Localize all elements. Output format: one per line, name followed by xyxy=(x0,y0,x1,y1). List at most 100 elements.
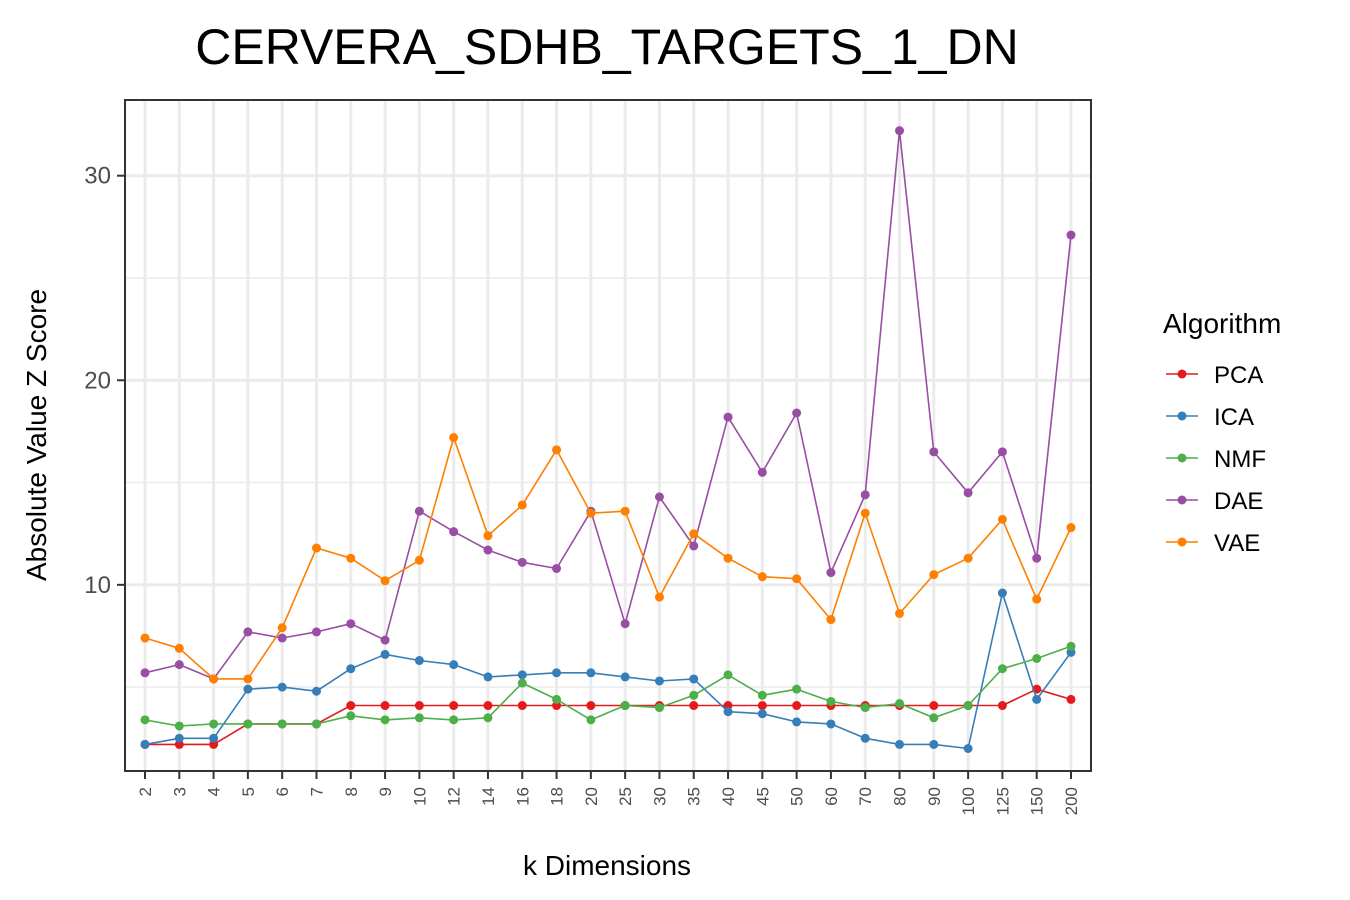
data-point-vae xyxy=(174,643,184,653)
plot-panel xyxy=(124,99,1092,772)
x-tick-label: 12 xyxy=(445,787,464,806)
data-point-ica xyxy=(380,649,390,659)
data-point-ica xyxy=(586,668,596,678)
data-point-ica xyxy=(723,707,733,717)
x-tick-label: 40 xyxy=(719,787,738,806)
data-point-ica xyxy=(860,733,870,743)
x-tick-label: 3 xyxy=(170,787,189,796)
data-point-pca xyxy=(792,701,802,711)
data-point-pca xyxy=(483,701,493,711)
legend-item-vae: VAE xyxy=(1166,530,1260,557)
data-point-dae xyxy=(517,557,527,567)
data-point-dae xyxy=(140,668,150,678)
data-point-vae xyxy=(552,445,562,455)
data-point-vae xyxy=(620,506,630,516)
data-point-vae xyxy=(140,633,150,643)
data-point-vae xyxy=(1066,523,1076,533)
data-point-dae xyxy=(1066,230,1076,240)
legend: Algorithm PCA ICA NMF DAE VAE xyxy=(1163,308,1281,557)
data-point-vae xyxy=(380,576,390,586)
x-tick-label: 20 xyxy=(582,787,601,806)
x-tick-label: 14 xyxy=(479,787,498,806)
data-point-dae xyxy=(346,619,356,629)
data-point-dae xyxy=(895,126,905,136)
legend-item-ica: ICA xyxy=(1166,404,1254,431)
data-point-vae xyxy=(483,531,493,541)
data-point-nmf xyxy=(311,719,321,729)
data-point-ica xyxy=(552,668,562,678)
data-point-dae xyxy=(243,627,253,637)
series-line-dae xyxy=(144,129,1072,680)
data-point-ica xyxy=(414,656,424,666)
data-point-ica xyxy=(963,743,973,753)
x-tick-label: 7 xyxy=(307,787,326,796)
data-point-vae xyxy=(860,508,870,518)
data-point-nmf xyxy=(826,696,836,706)
data-point-vae xyxy=(826,615,836,625)
x-tick-label: 60 xyxy=(822,787,841,806)
data-point-vae xyxy=(895,608,905,618)
data-point-vae xyxy=(723,553,733,563)
data-point-dae xyxy=(380,635,390,645)
data-point-nmf xyxy=(1032,653,1042,663)
data-point-vae xyxy=(689,529,699,539)
data-point-ica xyxy=(140,739,150,749)
data-point-dae xyxy=(826,568,836,578)
data-point-nmf xyxy=(654,703,664,713)
data-point-dae xyxy=(620,619,630,629)
x-tick-label: 200 xyxy=(1062,787,1081,815)
data-point-dae xyxy=(654,492,664,502)
legend-label: VAE xyxy=(1214,530,1260,557)
data-point-ica xyxy=(346,664,356,674)
x-tick-label: 70 xyxy=(856,787,875,806)
data-point-nmf xyxy=(757,690,767,700)
x-tick-label: 35 xyxy=(685,787,704,806)
x-tick-label: 125 xyxy=(993,787,1012,815)
data-point-ica xyxy=(209,733,219,743)
data-point-vae xyxy=(209,674,219,684)
x-tick-label: 4 xyxy=(205,787,224,796)
y-axis: 10 20 30 xyxy=(84,163,125,599)
data-point-vae xyxy=(243,674,253,684)
legend-key-point xyxy=(1177,369,1187,379)
x-tick-label: 5 xyxy=(239,787,258,796)
data-point-dae xyxy=(449,527,459,537)
data-point-dae xyxy=(1032,553,1042,563)
data-point-vae xyxy=(586,508,596,518)
data-point-nmf xyxy=(723,670,733,680)
x-axis-title: k Dimensions xyxy=(523,850,691,881)
data-point-nmf xyxy=(929,713,939,723)
data-point-ica xyxy=(929,739,939,749)
grid-major xyxy=(125,100,1091,771)
data-point-dae xyxy=(997,447,1007,457)
legend-key-point xyxy=(1177,537,1187,547)
data-point-pca xyxy=(929,701,939,711)
x-axis: 2 3 4 5 6 7 8 9 10 12 14 16 18 20 25 30 35 40 45 50 60 70 80 90… xyxy=(136,771,1081,815)
data-point-pca xyxy=(1066,694,1076,704)
series-ica xyxy=(140,588,1076,753)
data-point-ica xyxy=(757,709,767,719)
data-point-nmf xyxy=(895,698,905,708)
data-point-ica xyxy=(620,672,630,682)
data-point-ica xyxy=(689,674,699,684)
data-point-ica xyxy=(174,733,184,743)
series-line-vae xyxy=(144,436,1072,680)
data-point-vae xyxy=(346,553,356,563)
data-point-ica xyxy=(895,739,905,749)
panel-background xyxy=(125,100,1091,771)
data-point-ica xyxy=(1032,694,1042,704)
data-point-nmf xyxy=(620,701,630,711)
data-point-nmf xyxy=(1066,641,1076,651)
x-tick-label: 45 xyxy=(753,787,772,806)
legend-label: ICA xyxy=(1214,404,1254,431)
data-point-dae xyxy=(552,563,562,573)
legend-key-point xyxy=(1177,411,1187,421)
series-line-ica xyxy=(144,592,1072,750)
data-point-dae xyxy=(689,541,699,551)
x-tick-label: 150 xyxy=(1028,787,1047,815)
series-line-nmf xyxy=(144,645,1072,727)
x-tick-label: 25 xyxy=(616,787,635,806)
legend-title: Algorithm xyxy=(1163,308,1281,339)
data-point-ica xyxy=(654,676,664,686)
x-tick-label: 8 xyxy=(342,787,361,796)
